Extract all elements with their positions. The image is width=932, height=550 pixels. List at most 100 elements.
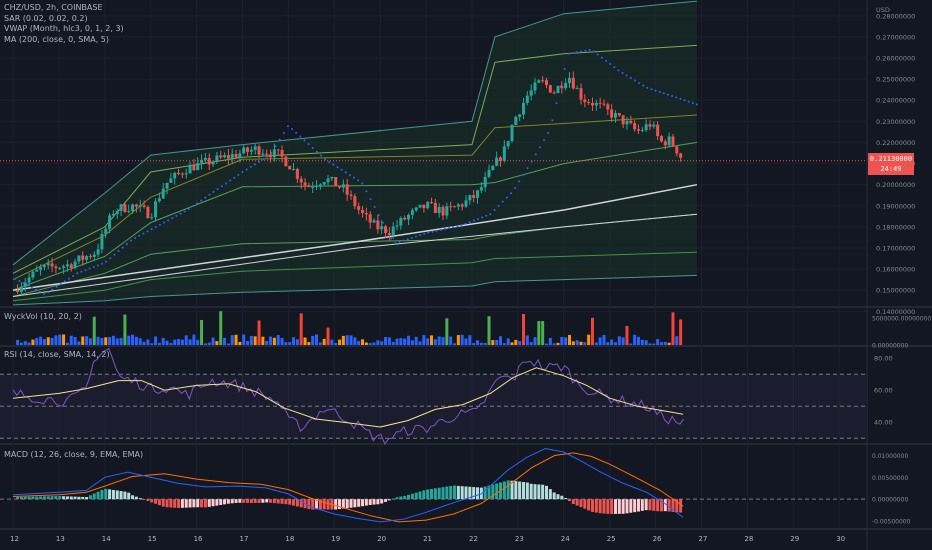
volume-bar: [123, 314, 127, 345]
vwap-band-upper1: [12, 114, 697, 281]
volume-bar: [594, 342, 598, 345]
macd-histogram-bar: [39, 496, 43, 500]
macd-histogram-bar: [88, 495, 92, 500]
candle-body: [613, 113, 617, 118]
volume-bar: [242, 334, 246, 345]
macd-histogram-bar: [322, 499, 326, 510]
x-tick-label: 21: [423, 535, 432, 543]
candle-body: [207, 158, 211, 165]
volume-bar: [598, 337, 602, 345]
volume-bar: [177, 338, 181, 345]
macd-histogram-bar: [115, 490, 119, 500]
sar-dot: [101, 262, 104, 265]
sar-dot: [468, 221, 471, 224]
macd-histogram-bar: [85, 497, 89, 500]
macd-histogram-bar: [518, 481, 522, 500]
sar-dot: [402, 239, 405, 242]
volume-bar: [445, 318, 449, 345]
candle-body: [656, 124, 660, 137]
sar-dot: [76, 272, 79, 275]
sar-dot: [683, 99, 686, 102]
volume-bar: [460, 334, 464, 345]
volume-bar: [437, 336, 441, 345]
sar-dot: [138, 234, 141, 237]
candle-body: [602, 103, 606, 105]
volume-bar: [487, 316, 491, 345]
macd-histogram-bar: [246, 499, 250, 503]
volume-bar: [215, 341, 219, 345]
sar-dot: [576, 51, 579, 54]
volume-bar: [238, 341, 242, 345]
sar-dot: [481, 216, 484, 219]
candle-body: [238, 153, 242, 158]
volume-bar: [510, 342, 514, 345]
candle-body: [115, 211, 119, 214]
volume-bar: [157, 342, 161, 345]
macd-histogram-bar: [361, 499, 365, 507]
candle-body: [131, 204, 135, 212]
sar-dot: [373, 206, 376, 209]
volume-bar: [476, 340, 480, 345]
sar-dot: [30, 286, 33, 289]
volume-bar: [384, 337, 388, 345]
sar-dot: [249, 165, 252, 168]
candle-body: [636, 129, 640, 131]
sar-dot: [571, 51, 574, 54]
candle-body: [92, 254, 96, 257]
volume-bar: [288, 342, 292, 345]
sar-dot: [171, 217, 174, 220]
volume-bar: [675, 336, 679, 345]
sar-dot: [163, 221, 166, 224]
sar-dot: [241, 170, 244, 173]
volume-bar: [533, 337, 537, 345]
candle-body: [403, 217, 407, 220]
macd-histogram-bar: [123, 491, 127, 500]
candle-body: [85, 256, 89, 260]
macd-histogram-bar: [372, 499, 376, 505]
volume-bar: [541, 321, 545, 345]
macd-histogram-bar: [16, 496, 20, 500]
candle-body: [188, 164, 192, 174]
x-tick-label: 15: [148, 535, 157, 543]
candle-body: [272, 149, 276, 158]
candle-body: [242, 147, 246, 154]
candle-body: [169, 178, 173, 183]
sar-dot: [291, 127, 294, 130]
candle-body: [203, 158, 207, 160]
macd-histogram-bar: [598, 499, 602, 514]
price-tick-label: 0.20000000: [876, 181, 915, 189]
volume-bar: [410, 340, 414, 345]
volume-bar: [372, 342, 376, 345]
sar-dot: [538, 146, 541, 149]
sar-dot: [88, 267, 91, 270]
volume-bar: [395, 338, 399, 345]
candle-body: [154, 201, 158, 218]
macd-histogram-bar: [544, 485, 548, 500]
sar-dot: [592, 50, 595, 53]
macd-histogram-bar: [50, 496, 54, 500]
macd-histogram-bar: [525, 482, 529, 500]
volume-bar: [27, 342, 31, 345]
volume-bar: [483, 342, 487, 345]
volume-bar: [621, 337, 625, 345]
sar-dot: [452, 225, 455, 228]
candle-body: [19, 286, 23, 292]
candle-body: [590, 103, 594, 106]
macd-histogram-bar: [249, 499, 253, 503]
sar-dot: [633, 79, 636, 82]
macd-histogram-bar: [295, 499, 299, 507]
candle-body: [249, 149, 253, 152]
sar-dot: [580, 50, 583, 53]
sar-dot: [518, 180, 521, 183]
volume-bar: [180, 339, 184, 345]
vwap-band-upper3: [12, 0, 697, 266]
volume-bar: [544, 343, 548, 345]
candle-body: [384, 226, 388, 233]
vwap-band-upper2: [12, 44, 697, 274]
macd-histogram-bar: [334, 499, 338, 510]
sar-dot: [605, 59, 608, 62]
candle-body: [491, 165, 495, 170]
macd-histogram-bar: [150, 499, 154, 503]
volume-bar: [299, 313, 303, 345]
